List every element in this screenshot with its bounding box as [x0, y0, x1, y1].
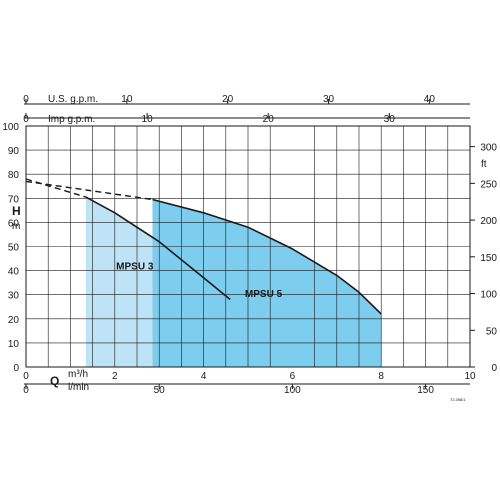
top-axis-usgpm-label: U.S. g.p.m.	[48, 94, 98, 105]
x-axis-label-q: Q	[50, 374, 59, 388]
y-tick-label-ft: 250	[480, 179, 497, 190]
x-tick-label-m3h: 0	[23, 371, 29, 382]
series-label-1: MPSU 3	[116, 261, 154, 272]
y-tick-label-m: 70	[8, 194, 20, 205]
shutoff-dashed-line-2	[25, 180, 153, 201]
y-axis-unit-m: m	[12, 221, 20, 232]
x-tick-label-usgpm: 40	[424, 94, 436, 105]
y-tick-label-ft: 100	[480, 290, 497, 301]
y-axis-unit-ft: ft	[481, 159, 487, 170]
series-label-2: MPSU 5	[245, 289, 283, 300]
y-tick-label-m: 40	[8, 267, 20, 278]
x-tick-label-usgpm: 30	[323, 94, 335, 105]
y-tick-label-ft: 150	[480, 253, 497, 264]
y-tick-label-m: 0	[13, 363, 19, 374]
y-tick-label-ft: 300	[480, 143, 497, 154]
y-tick-label-m: 20	[8, 315, 20, 326]
y-tick-label-m: 100	[2, 122, 19, 133]
x-tick-label-m3h: 10	[464, 371, 476, 382]
y-tick-label-m: 10	[8, 339, 20, 350]
footnote: 72.398/1	[450, 397, 466, 402]
operating-area-2	[152, 199, 382, 367]
x-tick-label-m3h: 8	[378, 371, 384, 382]
x-tick-label-impgpm: 30	[384, 114, 396, 125]
y-tick-label-m: 50	[8, 243, 20, 254]
plot-frame	[25, 125, 471, 368]
y-tick-label-m: 90	[8, 146, 20, 157]
x-tick-label-m3h: 2	[112, 371, 118, 382]
x-tick-label-lmin: 0	[23, 385, 29, 396]
y-axis-label-h: H	[12, 204, 21, 218]
x-axis-unit-lmin: l/min	[68, 382, 89, 393]
y-tick-label-ft: 50	[486, 326, 498, 337]
x-axis-unit-m3h: m³/h	[68, 369, 88, 380]
y-tick-label-m: 30	[8, 291, 20, 302]
x-tick-label-impgpm: 0	[23, 114, 29, 125]
x-tick-label-usgpm: 20	[222, 94, 234, 105]
y-tick-label-m: 60	[8, 218, 20, 229]
performance-curve-1	[85, 196, 231, 301]
x-tick-label-lmin: 50	[154, 385, 166, 396]
x-tick-label-impgpm: 10	[142, 114, 154, 125]
top-axis-impgpm-label: Imp g.p.m.	[48, 114, 95, 125]
x-tick-label-lmin: 150	[417, 385, 434, 396]
y-tick-label-m: 80	[8, 170, 20, 181]
performance-curve-2	[152, 198, 382, 315]
x-tick-label-usgpm: 10	[121, 94, 133, 105]
x-tick-label-impgpm: 20	[263, 114, 275, 125]
x-tick-label-m3h: 6	[290, 371, 296, 382]
x-tick-label-m3h: 4	[201, 371, 207, 382]
x-tick-label-usgpm: 0	[23, 94, 29, 105]
y-tick-label-ft: 0	[491, 363, 497, 374]
x-tick-label-lmin: 100	[284, 385, 301, 396]
y-tick-label-ft: 200	[480, 216, 497, 227]
shutoff-dashed-line-1	[25, 178, 87, 198]
